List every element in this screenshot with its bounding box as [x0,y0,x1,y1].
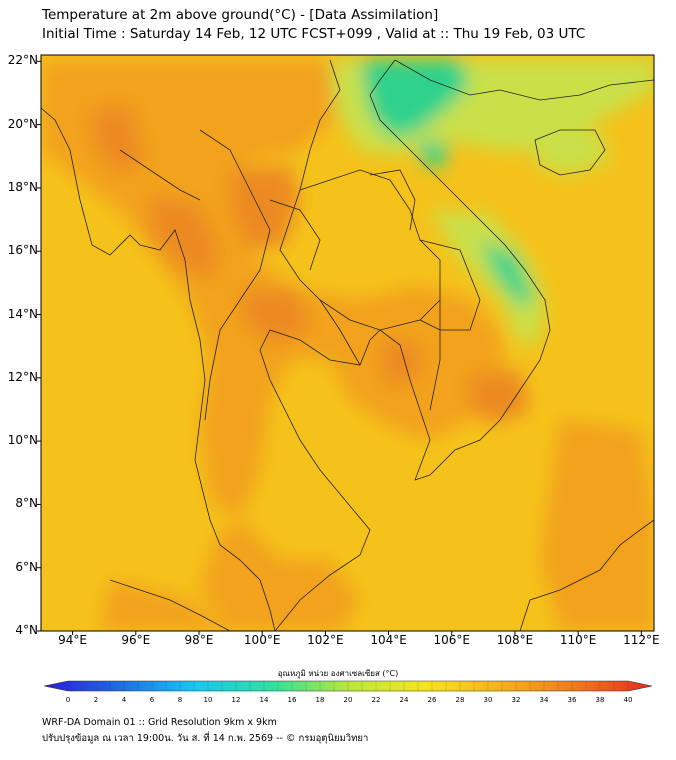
colorbar-tick-label: 24 [399,696,409,704]
longitude-label: 110°E [559,633,597,647]
colorbar-tick-label: 4 [121,696,127,704]
longitude-label: 102°E [307,633,344,647]
colorbar-tick-label: 12 [231,696,241,704]
longitude-label: 98°E [184,633,214,647]
longitude-label: 104°E [370,633,407,647]
latitude-label: 8°N [15,496,38,511]
footer-update-info: ปรับปรุงข้อมูล ณ เวลา 19:00น. วัน ส. ที่… [42,733,369,744]
temperature-field [41,55,654,631]
footer-model-info: WRF-DA Domain 01 :: Grid Resolution 9km … [42,717,277,728]
longitude-tick-marks [72,631,642,635]
colorbar-tick-label: 28 [455,696,465,704]
longitude-label: 94°E [58,633,88,647]
longitude-label: 100°E [243,633,281,647]
colorbar-tick-label: 26 [427,696,437,704]
colorbar-tick-label: 40 [623,696,633,704]
colorbar-tick-label: 6 [149,696,155,704]
chart-subtitle: Initial Time : Saturday 14 Feb, 12 UTC F… [42,26,586,42]
latitude-label: 4°N [15,623,38,637]
colorbar-tick-label: 22 [371,696,381,704]
colorbar-tick-label: 36 [567,696,577,704]
colorbar-tick-label: 30 [483,696,493,704]
colorbar-tick-label: 8 [177,696,183,704]
colorbar-tick-label: 10 [203,696,213,704]
latitude-tick-marks [37,60,41,632]
colorbar-tick-label: 20 [343,696,353,704]
colorbar-title: อุณหภูมิ หน่วย องศาเซลเซียส (°C) [277,669,399,678]
longitude-label: 108°E [496,633,534,647]
colorbar-tick-label: 38 [595,696,605,704]
latitude-label: 14°N [7,306,38,321]
colorbar-tick-label: 32 [511,696,521,704]
longitude-label: 96°E [121,633,151,647]
latitude-label: 20°N [7,116,38,131]
chart-title: Temperature at 2m above ground(°C) - [Da… [42,7,439,23]
coastline-borders [41,59,654,631]
latitude-label: 6°N [15,559,38,574]
latitude-label: 22°N [7,53,38,68]
latitude-label: 12°N [7,369,38,384]
colorbar-tick-label: 18 [315,696,325,704]
longitude-label: 112°E [623,633,660,647]
colorbar-tick-label: 2 [93,696,99,704]
colorbar-tick-label: 16 [287,696,297,704]
latitude-label: 18°N [7,179,38,194]
latitude-label: 16°N [7,243,38,258]
longitude-label: 106°E [433,633,471,647]
colorbar-tick-label: 14 [259,696,269,704]
latitude-label: 10°N [7,433,38,448]
colorbar-tick-label: 34 [539,696,549,704]
colorbar-tick-label: 0 [65,696,71,704]
